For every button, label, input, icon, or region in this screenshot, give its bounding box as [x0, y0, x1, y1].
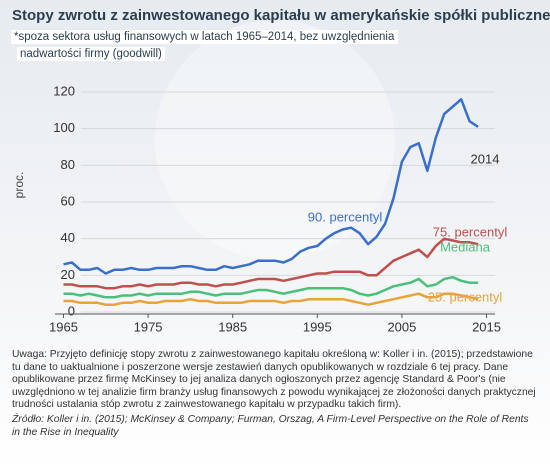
y-tick-label: 20	[61, 267, 75, 282]
series-line	[63, 98, 479, 275]
annotation: 2014	[471, 151, 500, 166]
x-tick-label: 1965	[49, 319, 78, 334]
y-tick-label: 100	[53, 120, 75, 135]
x-tick-label: 2005	[387, 319, 416, 334]
x-tick-label: 1995	[303, 319, 332, 334]
series-label: 90. percentyl	[308, 209, 383, 224]
note: Uwaga: Przyjęto definicję stopy zwrotu z…	[12, 349, 536, 411]
series-label: 25. percentyl	[428, 289, 503, 304]
y-tick-label: 80	[61, 157, 75, 172]
subtitle-bg	[17, 47, 166, 62]
y-tick-label: 120	[53, 83, 75, 98]
subtitle: *spoza sektora usług finansowych w latac…	[14, 31, 395, 43]
series-label: 75. percentyl	[433, 224, 508, 239]
series-line	[63, 275, 479, 299]
y-tick-label: 40	[61, 230, 75, 245]
subtitle: nadwartości firmy (goodwill)	[20, 48, 162, 60]
subtitle-bg	[11, 30, 398, 45]
y-tick-label: 0	[68, 303, 75, 318]
notes: Uwaga: Przyjęto definicję stopy zwrotu z…	[12, 349, 538, 439]
subtitle-line: nadwartości firmy (goodwill)	[17, 47, 166, 62]
chart-title: Stopy zwrotu z zainwestowanego kapitału …	[12, 7, 550, 24]
series-line	[63, 292, 479, 306]
series-label: Mediana	[440, 239, 491, 254]
x-tick-label: 1975	[134, 319, 163, 334]
source: Źródło: Koller i in. (2015); McKinsey & …	[12, 413, 529, 438]
series-line	[63, 237, 479, 290]
y-tick-label: 60	[61, 193, 75, 208]
x-tick-label: 2015	[472, 319, 501, 334]
chart: Stopy zwrotu z zainwestowanego kapitału …	[11, 7, 550, 334]
y-axis-label: proc.	[12, 172, 26, 199]
x-tick-label: 1985	[218, 319, 247, 334]
watermark	[155, 20, 395, 260]
subtitle-line: *spoza sektora usług finansowych w latac…	[11, 30, 398, 45]
